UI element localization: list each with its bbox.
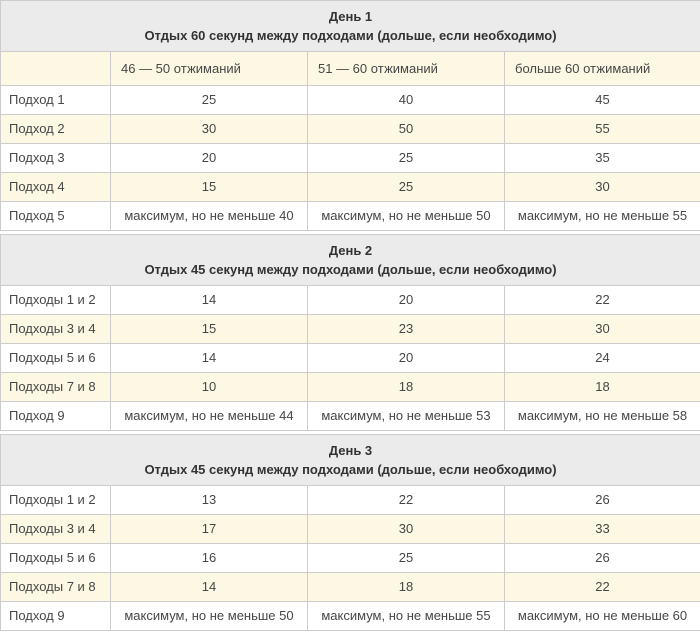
set-value: 14 — [111, 344, 308, 373]
set-label: Подход 9 — [1, 602, 111, 631]
set-value: 30 — [308, 515, 505, 544]
day-3-header-cell: День 3 Отдых 45 секунд между подходами (… — [1, 435, 700, 486]
table-row: Подходы 1 и 2 14 20 22 — [1, 286, 700, 315]
workout-table-day-2: День 2 Отдых 45 секунд между подходами (… — [0, 234, 700, 431]
set-value: максимум, но не меньше 55 — [505, 202, 700, 231]
day-subtitle: Отдых 45 секунд между подходами (дольше,… — [9, 260, 692, 279]
set-value: максимум, но не меньше 53 — [308, 402, 505, 431]
set-label: Подход 1 — [1, 86, 111, 115]
day-1-header-cell: День 1 Отдых 60 секунд между подходами (… — [1, 1, 700, 52]
set-value: 50 — [308, 115, 505, 144]
workout-table-day-3: День 3 Отдых 45 секунд между подходами (… — [0, 434, 700, 631]
set-value: максимум, но не меньше 60 — [505, 602, 700, 631]
set-value: 25 — [308, 144, 505, 173]
set-label: Подходы 5 и 6 — [1, 344, 111, 373]
table-row: Подходы 3 и 4 15 23 30 — [1, 315, 700, 344]
column-header-more-60: больше 60 отжиманий — [505, 52, 700, 86]
day-subtitle: Отдых 60 секунд между подходами (дольше,… — [9, 26, 692, 45]
set-label: Подход 5 — [1, 202, 111, 231]
table-row: Подход 3 20 25 35 — [1, 144, 700, 173]
set-label: Подходы 3 и 4 — [1, 315, 111, 344]
set-value: 10 — [111, 373, 308, 402]
day-3-header-row: День 3 Отдых 45 секунд между подходами (… — [1, 435, 700, 486]
set-value: 20 — [308, 344, 505, 373]
column-header-51-60: 51 — 60 отжиманий — [308, 52, 505, 86]
set-value: максимум, но не меньше 50 — [111, 602, 308, 631]
set-value: 25 — [111, 86, 308, 115]
set-value: 22 — [505, 573, 700, 602]
set-value: 30 — [505, 315, 700, 344]
set-value: 20 — [308, 286, 505, 315]
set-value: 25 — [308, 544, 505, 573]
set-label: Подходы 7 и 8 — [1, 373, 111, 402]
column-header-empty-cell — [1, 52, 111, 86]
set-value: максимум, но не меньше 50 — [308, 202, 505, 231]
set-value: 33 — [505, 515, 700, 544]
day-title: День 3 — [9, 441, 692, 460]
table-row: Подход 9 максимум, но не меньше 50 макси… — [1, 602, 700, 631]
set-value: 40 — [308, 86, 505, 115]
set-label: Подход 3 — [1, 144, 111, 173]
set-label: Подходы 5 и 6 — [1, 544, 111, 573]
set-value: максимум, но не меньше 44 — [111, 402, 308, 431]
table-row: Подходы 3 и 4 17 30 33 — [1, 515, 700, 544]
set-label: Подход 4 — [1, 173, 111, 202]
table-row: Подходы 5 и 6 16 25 26 — [1, 544, 700, 573]
workout-table-day-1: День 1 Отдых 60 секунд между подходами (… — [0, 0, 700, 231]
set-value: 45 — [505, 86, 700, 115]
column-header-row: 46 — 50 отжиманий 51 — 60 отжиманий боль… — [1, 52, 700, 86]
set-value: 22 — [505, 286, 700, 315]
table-row: Подход 5 максимум, но не меньше 40 макси… — [1, 202, 700, 231]
set-label: Подходы 3 и 4 — [1, 515, 111, 544]
day-subtitle: Отдых 45 секунд между подходами (дольше,… — [9, 460, 692, 479]
set-value: 14 — [111, 286, 308, 315]
set-value: 18 — [308, 573, 505, 602]
table-row: Подходы 7 и 8 14 18 22 — [1, 573, 700, 602]
set-value: 30 — [111, 115, 308, 144]
set-value: 24 — [505, 344, 700, 373]
set-label: Подход 2 — [1, 115, 111, 144]
table-row: Подход 4 15 25 30 — [1, 173, 700, 202]
set-value: 22 — [308, 486, 505, 515]
table-row: Подход 2 30 50 55 — [1, 115, 700, 144]
set-value: 18 — [505, 373, 700, 402]
day-2-header-cell: День 2 Отдых 45 секунд между подходами (… — [1, 235, 700, 286]
set-value: 14 — [111, 573, 308, 602]
set-value: 26 — [505, 486, 700, 515]
set-value: 30 — [505, 173, 700, 202]
set-value: 55 — [505, 115, 700, 144]
set-label: Подходы 7 и 8 — [1, 573, 111, 602]
set-value: максимум, но не меньше 55 — [308, 602, 505, 631]
table-row: Подход 9 максимум, но не меньше 44 макси… — [1, 402, 700, 431]
set-value: 18 — [308, 373, 505, 402]
set-value: 17 — [111, 515, 308, 544]
day-title: День 1 — [9, 7, 692, 26]
set-value: максимум, но не меньше 58 — [505, 402, 700, 431]
day-1-header-row: День 1 Отдых 60 секунд между подходами (… — [1, 1, 700, 52]
table-row: Подходы 5 и 6 14 20 24 — [1, 344, 700, 373]
set-value: 35 — [505, 144, 700, 173]
set-value: 25 — [308, 173, 505, 202]
set-value: 16 — [111, 544, 308, 573]
day-2-header-row: День 2 Отдых 45 секунд между подходами (… — [1, 235, 700, 286]
table-row: Подход 1 25 40 45 — [1, 86, 700, 115]
set-label: Подходы 1 и 2 — [1, 486, 111, 515]
set-value: 23 — [308, 315, 505, 344]
set-value: 15 — [111, 315, 308, 344]
column-header-46-50: 46 — 50 отжиманий — [111, 52, 308, 86]
set-label: Подход 9 — [1, 402, 111, 431]
set-label: Подходы 1 и 2 — [1, 286, 111, 315]
set-value: 26 — [505, 544, 700, 573]
set-value: 20 — [111, 144, 308, 173]
table-row: Подходы 7 и 8 10 18 18 — [1, 373, 700, 402]
set-value: максимум, но не меньше 40 — [111, 202, 308, 231]
table-row: Подходы 1 и 2 13 22 26 — [1, 486, 700, 515]
day-title: День 2 — [9, 241, 692, 260]
set-value: 13 — [111, 486, 308, 515]
set-value: 15 — [111, 173, 308, 202]
